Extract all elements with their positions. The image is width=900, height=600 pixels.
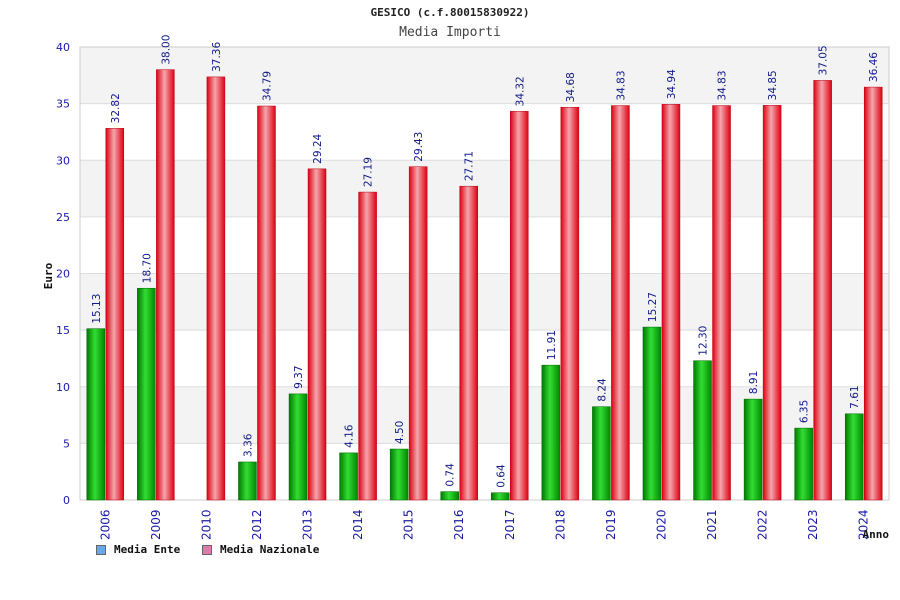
y-tick-label: 10 [56,381,70,394]
bar-nazionale-2020 [661,104,681,501]
bar-nazionale-2016 [459,185,478,501]
y-tick-label: 35 [56,98,70,111]
y-tick-label: 20 [56,268,70,281]
data-label: 8.91 [748,371,760,394]
plot-border [79,46,890,501]
bar-ente-2023 [794,427,813,501]
x-axis-label: Anno [863,528,890,541]
data-label: 4.50 [394,421,406,444]
bar-nazionale-2018 [560,106,580,501]
data-label: 11.91 [546,330,558,360]
x-tick-label: 2009 [149,509,163,540]
x-tick-label: 2014 [351,509,365,540]
x-tick-label: 2024 [857,509,871,540]
data-label: 18.70 [141,253,153,283]
y-axis-label: Euro [42,262,55,289]
data-label: 34.94 [666,69,678,99]
y-tick-label: 5 [63,437,70,450]
data-label: 34.68 [565,72,577,102]
data-label: 36.46 [868,52,880,82]
x-tick-label: 2022 [756,509,770,540]
bar-nazionale-2022 [762,105,782,501]
data-label: 38.00 [160,35,172,65]
x-tick-label: 2016 [452,509,466,540]
data-label: 34.32 [514,76,526,106]
data-label: 34.85 [767,70,779,100]
bar-ente-2024 [844,413,864,501]
bar-nazionale-2023 [813,80,832,501]
data-label: 34.83 [717,70,729,100]
bar-ente-2013 [288,393,308,501]
bar-ente-2020 [642,326,662,501]
bar-nazionale-2006 [105,128,125,501]
data-label: 37.36 [211,42,223,72]
bar-nazionale-2013 [307,168,327,501]
data-label: 15.27 [647,292,659,322]
data-label: 0.64 [495,464,507,488]
data-label: 6.35 [799,400,811,423]
bar-nazionale-2015 [408,166,428,501]
x-tick-label: 2015 [402,509,416,540]
bar-ente-2017 [491,492,510,501]
y-tick-label: 15 [56,324,70,337]
y-tick-label: 30 [56,154,70,167]
data-label: 27.19 [363,157,375,187]
data-label: 4.16 [344,424,356,448]
bar-ente-2019 [592,406,611,501]
chart-subtitle: Media Importi [399,25,501,40]
legend-swatch-nazionale [202,544,212,555]
legend-label-ente: Media Ente [114,543,181,556]
data-label: 9.37 [293,365,305,388]
bar-nazionale-2010 [206,76,226,501]
bar-ente-2009 [137,287,156,501]
data-label: 29.24 [312,133,324,163]
x-tick-label: 2010 [199,509,213,540]
bar-ente-2016 [440,491,459,501]
bar-ente-2022 [743,398,763,501]
y-tick-label: 25 [56,211,70,224]
x-tick-label: 2018 [553,509,567,540]
bar-nazionale-2014 [358,191,377,501]
chart-title: GESICO (c.f.80015830922) [370,6,530,19]
bar-ente-2012 [238,461,257,501]
data-label: 29.43 [413,132,425,162]
bar-ente-2015 [389,448,409,501]
data-label: 27.71 [464,151,476,181]
data-label: 15.13 [91,294,103,324]
data-label: 7.61 [849,385,861,408]
bar-nazionale-2021 [712,105,731,501]
x-tick-label: 2023 [806,509,820,540]
x-tick-label: 2017 [503,509,517,540]
bar-nazionale-2009 [156,69,175,501]
legend-item-ente: Media Ente [96,543,180,556]
bar-ente-2018 [541,364,561,501]
bar-nazionale-2019 [611,105,630,501]
x-tick-label: 2013 [301,509,315,540]
data-label: 32.82 [110,93,122,123]
data-label: 12.30 [698,326,710,356]
bar-ente-2006 [86,328,106,501]
y-tick-label: 0 [63,494,70,507]
x-tick-label: 2019 [604,509,618,540]
bar-ente-2014 [339,452,358,501]
legend-label-nazionale: Media Nazionale [220,543,320,556]
x-tick-label: 2020 [654,509,668,540]
y-tick-label: 40 [56,41,70,54]
legend-swatch-ente [96,544,106,555]
x-tick-label: 2021 [705,509,719,540]
bar-nazionale-2017 [510,111,529,501]
data-label: 0.74 [445,463,457,487]
data-label: 37.05 [818,45,830,75]
x-tick-label: 2006 [98,509,112,540]
data-label: 34.79 [261,71,273,101]
bar-ente-2021 [693,360,712,501]
bar-nazionale-2024 [863,86,883,501]
data-label: 34.83 [615,70,627,100]
legend-item-nazionale: Media Nazionale [202,543,319,556]
bar-nazionale-2012 [257,105,276,501]
data-label: 8.24 [596,378,608,402]
x-tick-label: 2012 [250,509,264,540]
data-label: 3.36 [242,433,254,457]
